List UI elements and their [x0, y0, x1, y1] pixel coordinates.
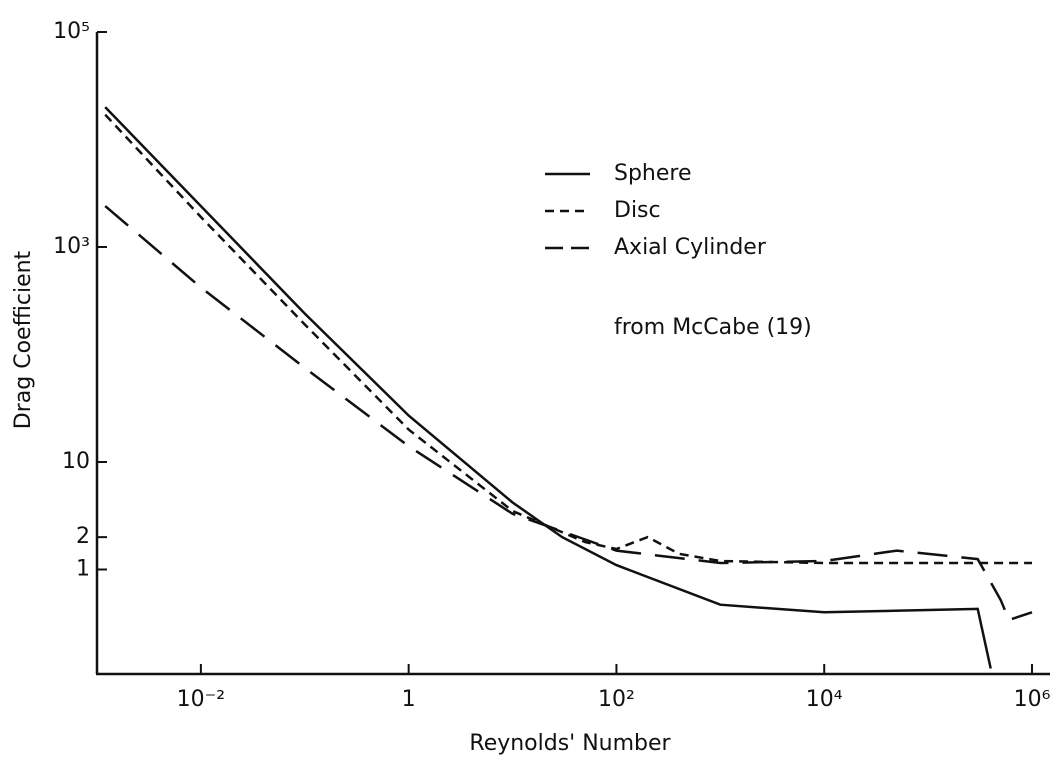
series-line — [104, 113, 1032, 565]
x-axis-label: Reynolds' Number — [469, 731, 671, 756]
x-tick-label: 10⁴ — [806, 687, 843, 712]
y-tick-label: 10³ — [53, 234, 90, 259]
legend-label: Sphere — [614, 161, 692, 186]
y-tick-label: 10⁵ — [53, 19, 90, 44]
y-tick-label: 1 — [76, 557, 90, 582]
legend-label: Disc — [614, 198, 661, 223]
x-tick-label: 10² — [598, 687, 635, 712]
series-line — [104, 205, 1033, 622]
series-line — [104, 106, 992, 669]
x-tick-label: 10⁶ — [1014, 687, 1051, 712]
y-tick-label: 10 — [62, 449, 90, 474]
y-axis-label: Drag Coefficient — [11, 250, 36, 429]
legend-label: Axial Cylinder — [614, 235, 767, 260]
x-tick-label: 10⁻² — [177, 687, 225, 712]
x-tick-label: 1 — [402, 687, 416, 712]
annotation: from McCabe (19) — [614, 315, 812, 340]
y-tick-label: 2 — [76, 524, 90, 549]
